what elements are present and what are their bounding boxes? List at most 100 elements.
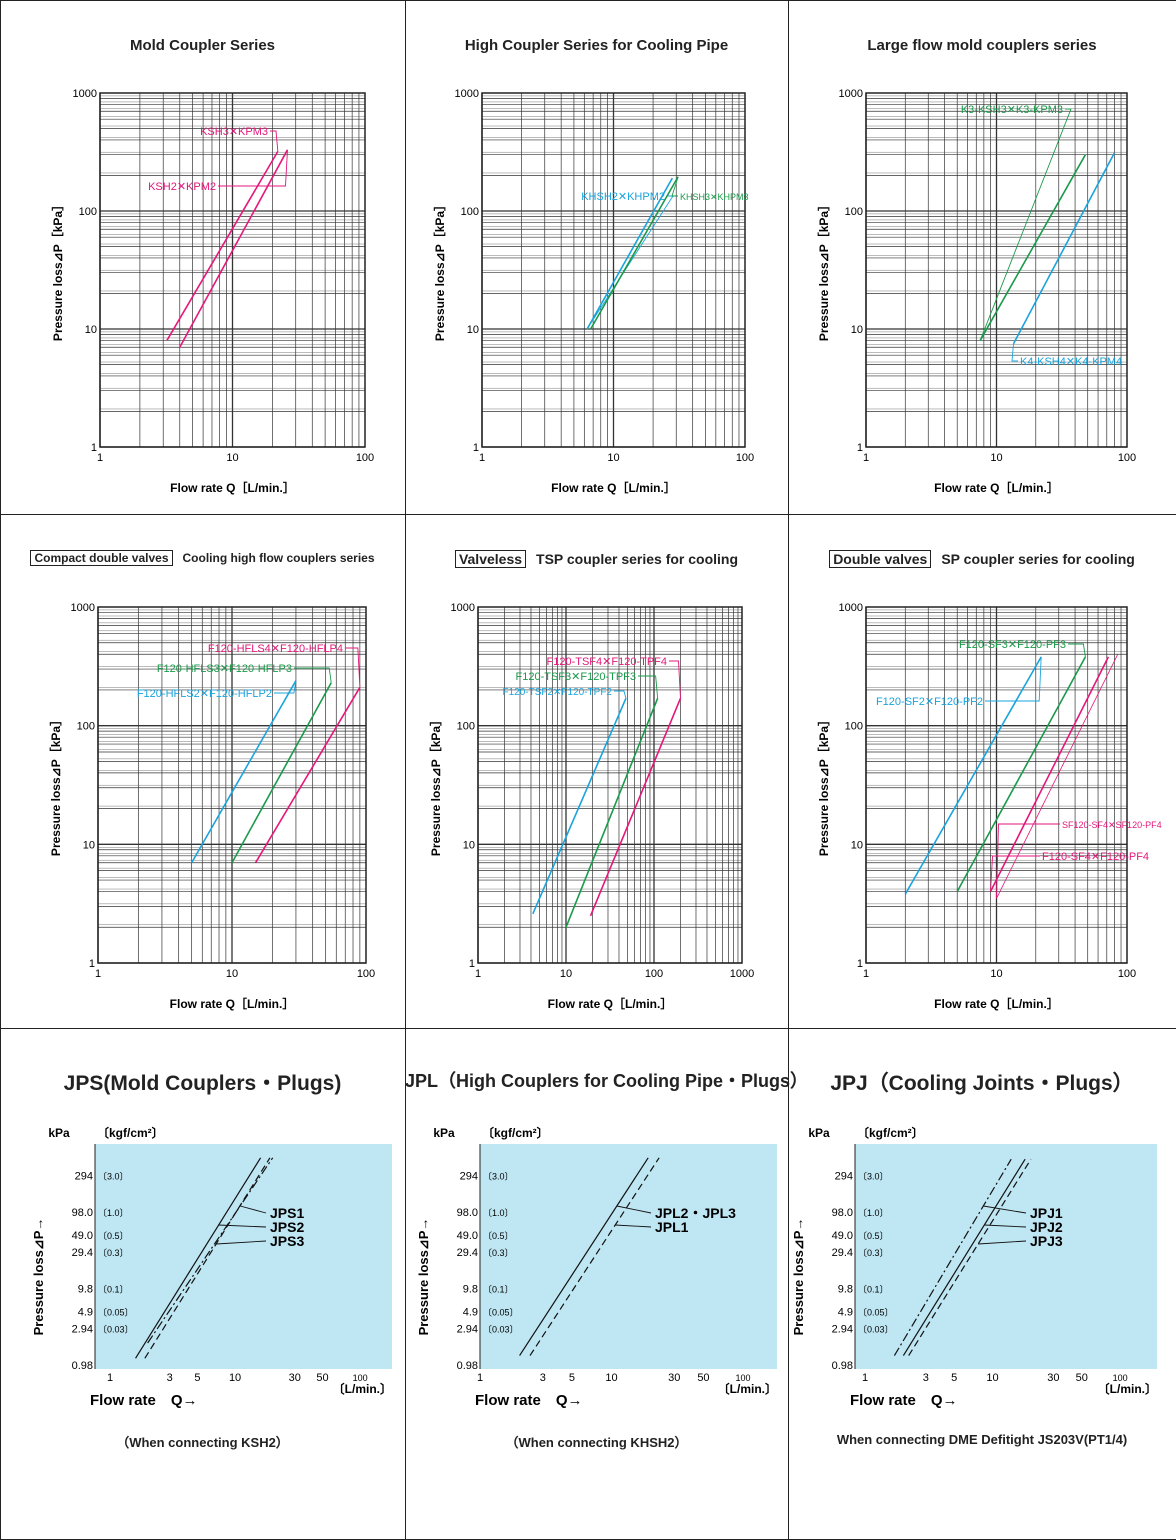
y-tick-label: 100	[461, 206, 479, 218]
y-tick-label: 100	[79, 206, 97, 218]
x-tick-label: 50	[316, 1372, 328, 1384]
chart-badge: Double valves	[829, 550, 932, 568]
y-unit-kpa: kPa	[433, 1126, 455, 1140]
leader-line	[240, 1205, 267, 1214]
chart-title-text: SP coupler series for cooling	[941, 551, 1135, 567]
y-tick-label: 0.98	[832, 1360, 853, 1372]
series-line-f120-tsf2-f120-tpf2	[532, 698, 627, 915]
y-tick-label: 2.94	[832, 1323, 853, 1335]
y-tick-label: 1	[469, 958, 475, 970]
y-tick-label: 10	[851, 839, 863, 851]
y-tick-label: 9.8	[838, 1283, 853, 1295]
chart-note: When connecting DME Defitight JS203V(PT1…	[836, 1432, 1128, 1447]
chart-title: High Coupler Series for Cooling Pipe	[464, 37, 729, 54]
leader-line	[294, 667, 332, 683]
series-line-sf120-sf4-sf120-pf4	[996, 654, 1119, 899]
y-axis-label: Pressure loss⊿P→	[31, 1218, 46, 1336]
x-tick-label: 10	[990, 452, 1002, 464]
y-tick-label: 29.4	[832, 1247, 853, 1259]
series-label-jpl1: JPL1	[655, 1219, 689, 1235]
series-line-jps3	[144, 1157, 271, 1359]
chart-note: （When connecting KHSH2）	[505, 1435, 688, 1450]
series-line-k4-ksh4-k4-kpm4	[1012, 152, 1116, 345]
x-axis-label: Flow rate Q→	[90, 1392, 198, 1409]
x-tick-label: 100	[356, 452, 374, 464]
chart-title: Compact double valves Cooling high flow c…	[0, 550, 405, 566]
leader-line	[216, 1240, 267, 1245]
y-tick-label: 98.0	[72, 1207, 93, 1219]
chart-9: kPa 〔kgf/cm²〕 0.98 2.94 4.9 9.8 29.4 49.0 98.0 29…	[791, 1125, 1157, 1409]
y-unit-kgf: 〔kgf/cm²〕	[97, 1125, 164, 1140]
y-unit-kgf: 〔kgf/cm²〕	[482, 1125, 549, 1140]
leader-line	[996, 823, 1060, 899]
y-axis-label: Pressure loss⊿P［kPa］	[816, 199, 831, 341]
series-line-f120-sf4-f120-pf4	[989, 656, 1110, 892]
kgf-tick-label: 〔0.03〕	[483, 1324, 519, 1334]
x-tick-label: 30	[668, 1372, 680, 1384]
y-unit-kgf: 〔kgf/cm²〕	[857, 1125, 924, 1140]
x-tick-label: 5	[194, 1372, 200, 1384]
y-tick-label: 1	[473, 442, 479, 454]
y-tick-label: 1	[857, 958, 863, 970]
chart-3: 1 10 100 1 10 100 1000 Flow rate Q［L/min.］ Press…	[816, 88, 1136, 495]
x-tick-label: 1	[477, 1372, 483, 1384]
leader-line	[218, 149, 288, 187]
x-tick-label: 10	[560, 968, 572, 980]
kgf-tick-label: 〔1.0〕	[858, 1208, 889, 1218]
leader-line	[983, 1205, 1027, 1214]
plot-frame	[481, 92, 746, 448]
x-tick-label: 5	[569, 1372, 575, 1384]
x-tick-label: 1	[863, 452, 869, 464]
y-axis-label: Pressure loss⊿P［kPa］	[48, 714, 63, 856]
y-tick-label: 100	[845, 721, 863, 733]
x-tick-label: 10	[226, 968, 238, 980]
chart-title: JPL（High Couplers for Cooling Pipe・Plugs…	[405, 1071, 809, 1091]
series-label-jpj1: JPJ1	[1030, 1205, 1063, 1221]
plot-background	[95, 1144, 392, 1369]
leader-line	[270, 130, 279, 152]
y-tick-label: 4.9	[838, 1307, 853, 1319]
x-unit-label: 〔L/min.〕	[1098, 1381, 1157, 1396]
kgf-tick-label: 〔0.5〕	[858, 1231, 889, 1241]
series-label-jpl2-jpl3: JPL2・JPL3	[655, 1205, 736, 1221]
x-tick-label: 3	[167, 1372, 173, 1384]
chart-title-text: TSP coupler series for cooling	[536, 551, 739, 567]
y-tick-label: 4.9	[463, 1307, 478, 1319]
x-tick-label: 100	[357, 968, 375, 980]
y-tick-label: 10	[467, 324, 479, 336]
x-axis-label: Flow rate Q→	[850, 1392, 958, 1409]
y-tick-label: 0.98	[72, 1360, 93, 1372]
kgf-tick-label: 〔0.1〕	[483, 1284, 514, 1294]
y-tick-label: 98.0	[832, 1207, 853, 1219]
series-line-f120-hfls2-f120-hflp2	[190, 680, 297, 864]
leader-line	[345, 647, 361, 688]
y-tick-label: 29.4	[72, 1247, 93, 1259]
y-tick-label: 29.4	[457, 1247, 478, 1259]
y-axis-label: Pressure loss⊿P［kPa］	[428, 714, 443, 856]
x-tick-label: 1	[475, 968, 481, 980]
series-line-ksh2-kpm2	[179, 149, 289, 348]
leader-line	[985, 656, 1042, 702]
x-tick-label: 10	[607, 452, 619, 464]
series-line-ksh3-kpm3	[166, 150, 279, 341]
chart-4: 1 10 100 1 10 100 1000 Flow rate Q［L/min.］ Press…	[48, 602, 375, 1011]
y-tick-label: 49.0	[832, 1230, 853, 1242]
leader-line	[614, 690, 627, 699]
y-axis-label: Pressure loss⊿P［kPa］	[816, 714, 831, 856]
x-tick-label: 100	[1118, 968, 1136, 980]
x-tick-label: 10	[229, 1372, 241, 1384]
series-line-f120-sf2-f120-pf2	[904, 656, 1042, 895]
plot-frame	[99, 92, 366, 448]
series-line-k3-ksh3-k3-kpm3	[979, 154, 1087, 341]
series-line-f120-sf3-f120-pf3	[956, 656, 1087, 892]
kgf-tick-label: 〔3.0〕	[98, 1171, 129, 1181]
series-label-ksh3-kpm3: KSH3✕KPM3	[200, 126, 268, 138]
x-tick-label: 50	[697, 1372, 709, 1384]
x-tick-label: 5	[951, 1372, 957, 1384]
chart-title: Mold Coupler Series	[129, 37, 276, 54]
plot-frame	[477, 606, 743, 964]
series-label-jpj2: JPJ2	[1030, 1219, 1063, 1235]
leader-line	[1068, 643, 1086, 657]
series-label-sf120-sf4-sf120-pf4: SF120-SF4✕SF120-PF4	[1062, 820, 1162, 830]
leader-line	[978, 1240, 1027, 1245]
